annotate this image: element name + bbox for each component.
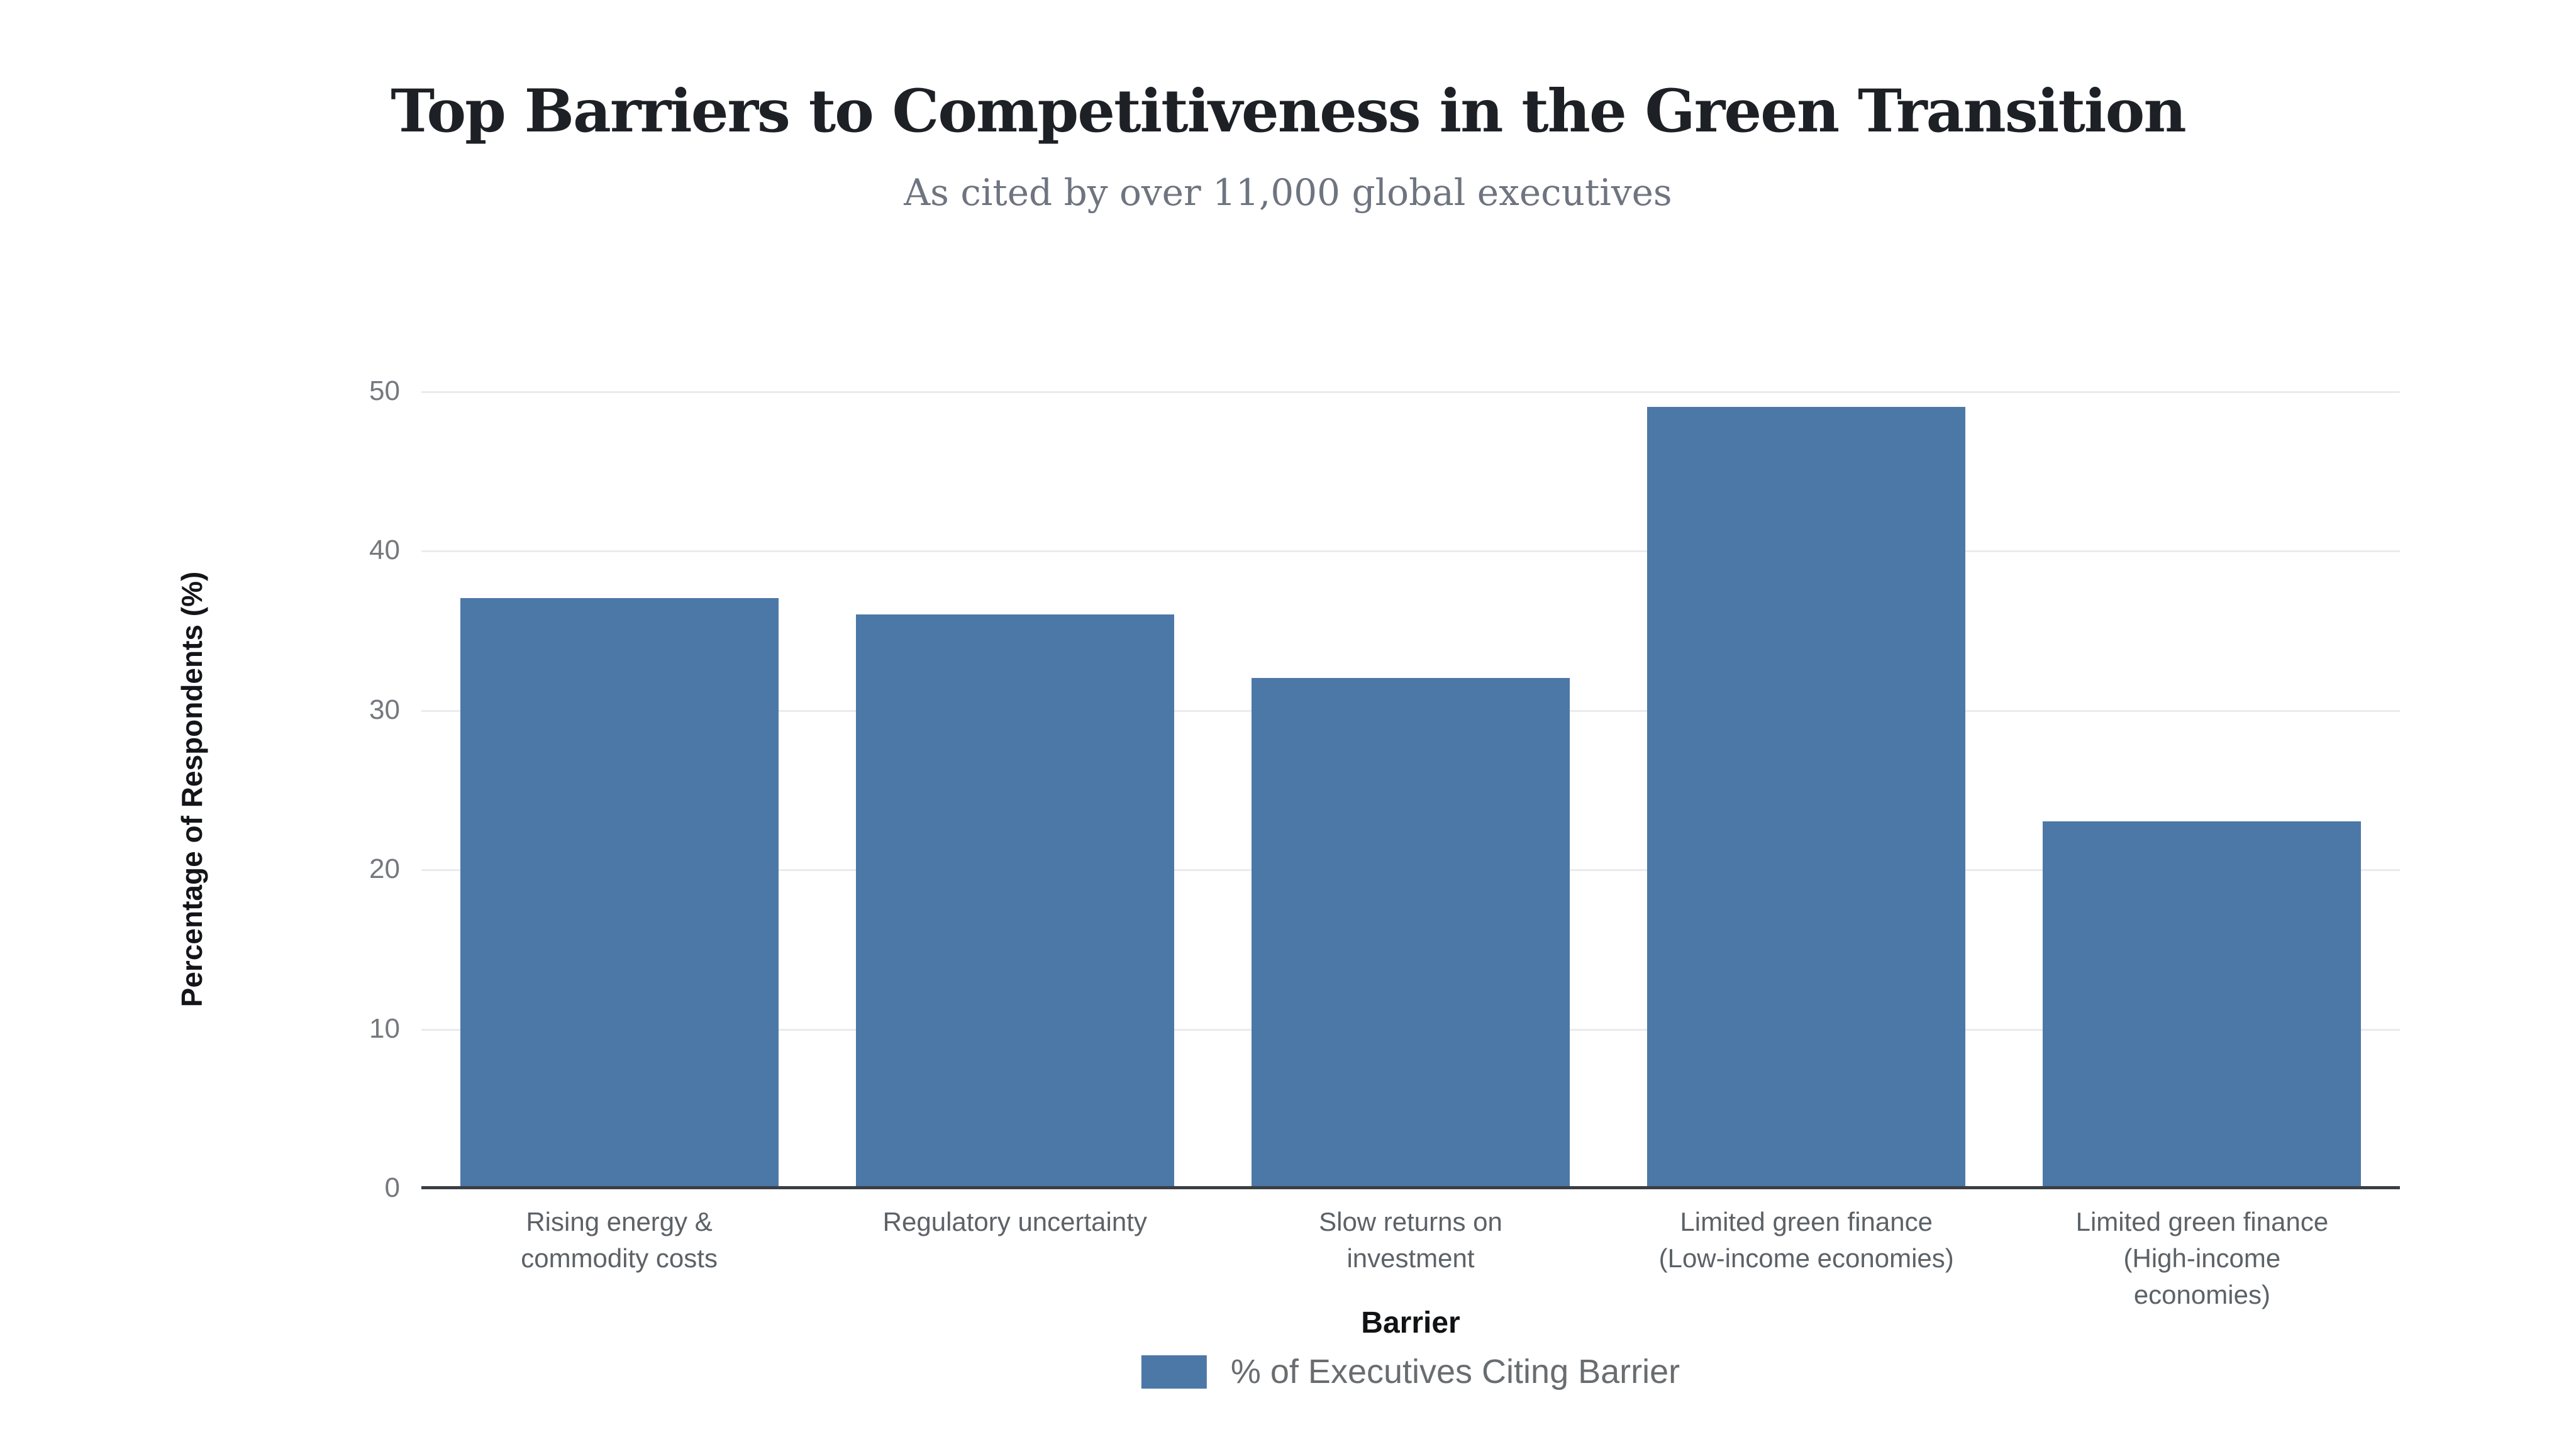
gridline-40 [421,550,2400,553]
x-tick-label-line: Limited green finance [1680,1207,1933,1236]
y-tick-label-40: 40 [369,535,400,566]
y-tick-label-30: 30 [369,694,400,725]
x-tick-label-line: Rising energy & [526,1207,713,1236]
x-tick-label-line: Limited green finance [2075,1207,2329,1236]
x-tick-label-2: Regulatory uncertainty [808,1204,1223,1240]
y-axis-title: Percentage of Respondents (%) [175,571,208,1008]
bar-1 [460,598,779,1188]
y-tick-label-0: 0 [384,1172,400,1203]
x-tick-label-5: Limited green finance (High-income economi… [1994,1204,2409,1313]
x-tick-label-line: Regulatory uncertainty [882,1207,1147,1236]
x-tick-label-line: economies) [2133,1280,2270,1309]
bar-3 [1252,678,1570,1188]
legend-label: % of Executives Citing Barrier [1230,1353,1680,1391]
plot-area [421,391,2400,1189]
legend: % of Executives Citing Barrier [1141,1352,1680,1391]
x-tick-label-line: (High-income [2123,1243,2281,1273]
y-tick-label-20: 20 [369,853,400,885]
bar-4 [1647,407,1966,1188]
y-tick-label-10: 10 [369,1013,400,1044]
y-tick-label-50: 50 [369,375,400,406]
x-tick-label-line: (Low-income economies) [1658,1243,1954,1273]
bar-5 [2043,821,2362,1188]
x-tick-label-line: commodity costs [521,1243,718,1273]
x-tick-label-line: Slow returns on [1319,1207,1502,1236]
x-axis-title: Barrier [1361,1306,1460,1340]
x-tick-label-3: Slow returns on investment [1203,1204,1618,1277]
legend-swatch [1141,1355,1207,1389]
chart-title: Top Barriers to Competitiveness in the G… [391,77,2186,146]
x-axis-line [421,1186,2400,1189]
x-tick-label-4: Limited green finance (Low-income economi… [1599,1204,2014,1277]
bar-2 [855,614,1174,1188]
x-axis-tick-labels: Rising energy & commodity costs Regulatory… [421,1204,2400,1330]
chart-subtitle: As cited by over 11,000 global executive… [904,171,1672,214]
gridline-50 [421,391,2400,393]
x-tick-label-1: Rising energy & commodity costs [412,1204,827,1277]
x-tick-label-line: investment [1346,1243,1475,1273]
